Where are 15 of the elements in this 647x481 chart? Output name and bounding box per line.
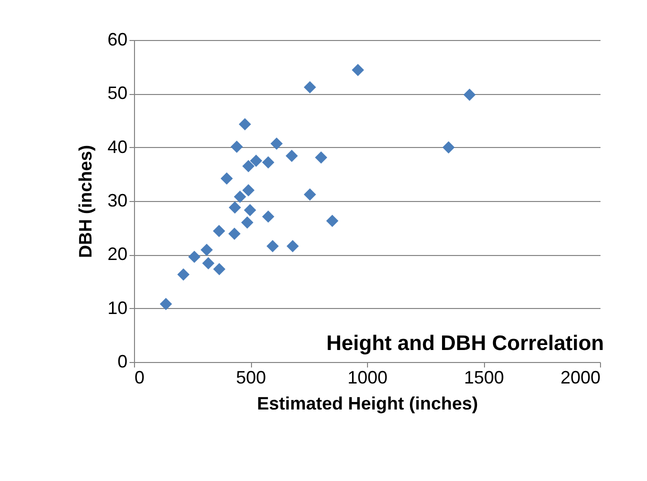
x-tick-label: 500: [236, 368, 266, 388]
x-axis-title: Estimated Height (inches): [256, 394, 478, 414]
x-tick-label: 0: [134, 368, 145, 388]
x-tick-label: 1500: [464, 368, 504, 388]
y-tick-label: 60: [107, 30, 128, 50]
y-tick-label: 30: [107, 190, 128, 210]
y-tick-label: 50: [107, 83, 128, 104]
y-tick-label: 10: [107, 298, 128, 318]
y-axis-title: DBH (inches): [75, 144, 96, 258]
x-tick-label: 2000: [560, 368, 600, 388]
y-tick-label: 0: [117, 352, 128, 372]
y-tick-label: 20: [107, 244, 128, 264]
y-tick-label: 40: [107, 136, 128, 157]
x-tick-label: 1000: [347, 368, 388, 388]
text: Height and DBH Correlation: [326, 332, 604, 355]
